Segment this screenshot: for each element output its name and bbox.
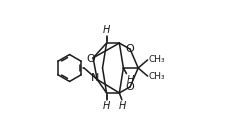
Text: CH₃: CH₃ <box>148 72 165 81</box>
Text: H: H <box>103 101 110 111</box>
Text: H: H <box>103 25 110 35</box>
Text: O: O <box>126 44 135 54</box>
Text: N: N <box>91 73 100 83</box>
Text: O: O <box>87 54 96 64</box>
Text: O: O <box>126 82 135 92</box>
Text: H: H <box>118 101 126 111</box>
Text: CH₃: CH₃ <box>148 55 165 64</box>
Text: H: H <box>127 75 134 85</box>
